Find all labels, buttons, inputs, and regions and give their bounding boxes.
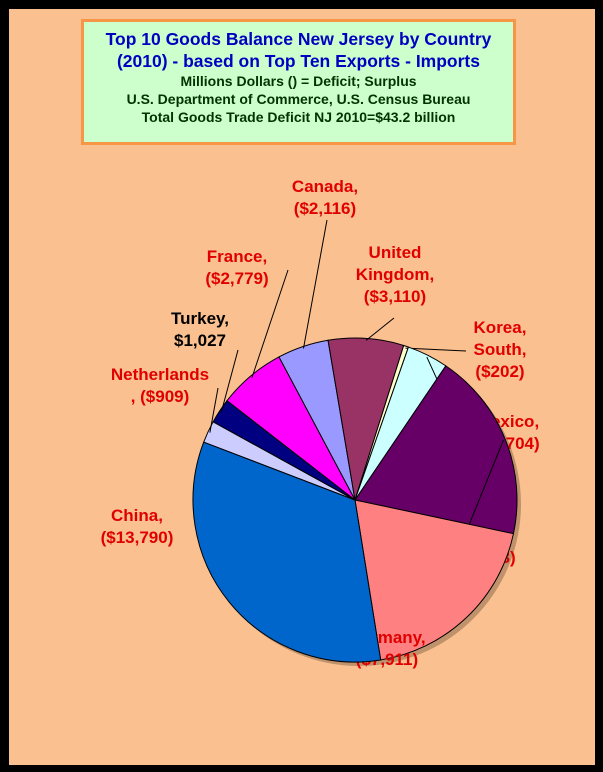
data-label-line: ($202) xyxy=(475,362,524,381)
data-label-line: Turkey, xyxy=(171,309,229,328)
data-label-turkey: Turkey, $1,027 xyxy=(171,309,229,350)
data-label-line: ($13,790) xyxy=(101,528,174,547)
data-label-netherlands: Netherlands , ($909) xyxy=(111,365,209,406)
leader-line-canada xyxy=(302,219,328,349)
leader-line-uk xyxy=(365,317,395,341)
data-label-line: Korea, xyxy=(474,318,527,337)
data-label-line: France, xyxy=(207,247,267,266)
chart-subtitle-1: Millions Dollars () = Deficit; Surplus xyxy=(180,73,417,89)
data-label-line: , ($909) xyxy=(131,387,190,406)
chart-title: Top 10 Goods Balance New Jersey by Count… xyxy=(105,29,492,71)
data-label-china: China, ($13,790) xyxy=(101,506,174,547)
leader-line-netherlands xyxy=(209,387,219,433)
pie-slice-germany xyxy=(354,499,515,661)
leader-line-turkey xyxy=(220,349,239,413)
leader-line-france xyxy=(251,269,289,378)
data-label-line: $1,027 xyxy=(174,331,226,350)
data-label-france: France, ($2,779) xyxy=(205,247,268,288)
data-label-canada: Canada, ($2,116) xyxy=(292,177,358,218)
pie-slice-japan xyxy=(354,365,518,535)
data-label-uk: United Kingdom, ($3,110) xyxy=(356,243,434,306)
data-label-line: South, xyxy=(474,340,527,359)
leader-line-korea xyxy=(405,347,467,352)
data-label-line: China, xyxy=(111,506,163,525)
pie-slice-france xyxy=(226,356,356,501)
chart-subtitle-3: Total Goods Trade Deficit NJ 2010=$43.2 … xyxy=(141,109,456,125)
data-label-line: Netherlands xyxy=(111,365,209,384)
chart-subtitle-2: U.S. Department of Commerce, U.S. Census… xyxy=(126,91,471,107)
data-label-line: Canada, xyxy=(292,177,358,196)
data-label-line: ($2,779) xyxy=(205,269,268,288)
pie-slice-china xyxy=(192,441,382,663)
data-label-line: ($2,116) xyxy=(294,199,356,218)
data-label-line: ($3,110) xyxy=(364,287,426,306)
data-label-line: Kingdom, xyxy=(356,265,434,284)
data-label-line: United xyxy=(369,243,422,262)
title-box: Top 10 Goods Balance New Jersey by Count… xyxy=(81,19,516,145)
data-label-korea: Korea, South, ($202) xyxy=(474,318,527,381)
